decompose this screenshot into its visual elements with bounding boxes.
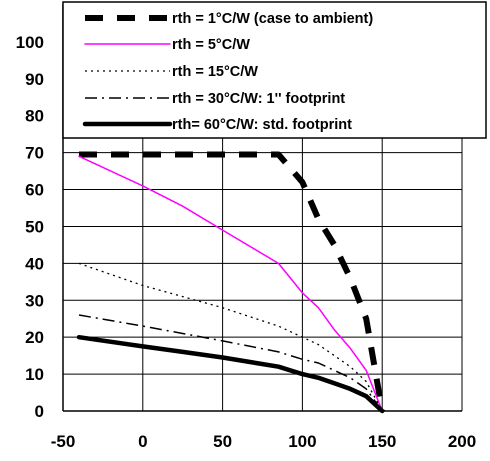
series-line-rth-60: [76, 334, 385, 414]
legend-label-rth-1: rth = 1°C/W (case to ambient): [172, 11, 373, 27]
series-line-rth-15: [78, 262, 383, 412]
x-tick-label: 0: [138, 432, 147, 451]
data-series: [76, 151, 386, 414]
series-line-rth-30: [78, 314, 383, 412]
y-tick-label: 0: [35, 402, 44, 421]
legend-label-rth-15: rth = 15°C/W: [172, 64, 258, 80]
x-tick-label: 100: [288, 432, 316, 451]
y-tick-label: 30: [25, 291, 44, 310]
series-line-rth-5: [78, 155, 383, 412]
x-tick-label: 200: [448, 432, 476, 451]
x-tick-label: -50: [51, 432, 76, 451]
x-tick-label: 50: [213, 432, 232, 451]
y-tick-label: 90: [25, 70, 44, 89]
legend-box: [62, 1, 487, 139]
legend-label-rth-30: rth = 30°C/W: 1'' footprint: [172, 91, 345, 107]
legend-label-rth-60: rth= 60°C/W: std. footprint: [172, 117, 352, 133]
y-tick-label: 100: [16, 33, 44, 52]
y-tick-label: 70: [25, 144, 44, 163]
y-tick-label: 60: [25, 181, 44, 200]
y-tick-label: 40: [25, 254, 44, 273]
y-tick-label: 20: [25, 328, 44, 347]
legend: rth = 1°C/W (case to ambient) rth = 5°C/W…: [62, 1, 487, 139]
y-tick-label: 10: [25, 365, 44, 384]
y-tick-label: 80: [25, 107, 44, 126]
axes: -50 0 50 100 150 200 0 10 20 30 40 50 60 70 80 90 100: [16, 5, 476, 451]
legend-label-rth-5: rth = 5°C/W: [172, 37, 250, 53]
y-tick-label: 50: [25, 217, 44, 236]
x-tick-label: 150: [368, 432, 396, 451]
series-line-rth-1: [79, 151, 386, 412]
